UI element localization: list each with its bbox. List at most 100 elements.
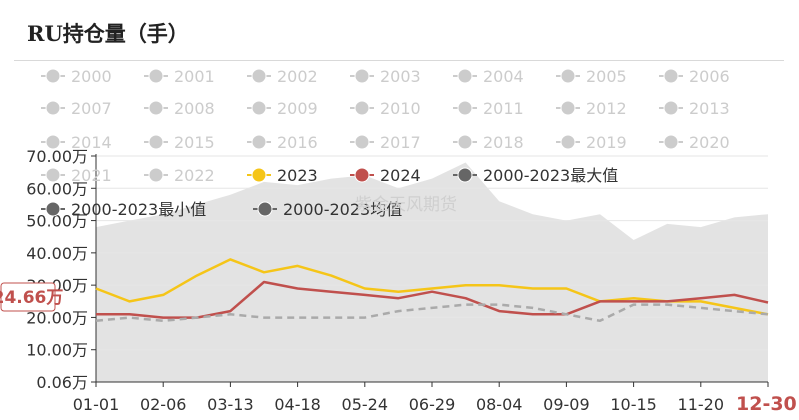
watermark: 紫金天风期货 — [355, 195, 457, 215]
legend-label: 2016 — [277, 133, 318, 152]
legend-marker-icon — [354, 100, 370, 116]
legend-item-2021[interactable]: 2021 — [41, 166, 112, 185]
legend-label: 2021 — [71, 166, 112, 185]
legend-item-2019[interactable]: 2019 — [556, 133, 627, 152]
x-tick-label: 10-15 — [610, 395, 657, 414]
legend-item-2001[interactable]: 2001 — [144, 67, 215, 86]
legend-item-2015[interactable]: 2015 — [144, 133, 215, 152]
legend-label: 2019 — [586, 133, 627, 152]
x-tick-label: 03-13 — [207, 395, 254, 414]
legend-marker-icon — [45, 68, 61, 84]
legend-item-2014[interactable]: 2014 — [41, 133, 112, 152]
legend-label: 2008 — [174, 99, 215, 118]
legend-item-2005[interactable]: 2005 — [556, 67, 627, 86]
legend-item-2000[interactable]: 2000 — [41, 67, 112, 86]
legend-marker-icon — [354, 68, 370, 84]
legend-marker-icon — [560, 68, 576, 84]
legend-item-2007[interactable]: 2007 — [41, 99, 112, 118]
y-tick-label: 0.06万 — [36, 373, 88, 392]
legend-marker-icon — [251, 134, 267, 150]
legend-marker-icon — [354, 167, 370, 183]
legend-marker-icon — [457, 68, 473, 84]
legend-marker-icon — [560, 134, 576, 150]
chart-legend: 2000 2001 2002 2003 2004 2005 2006 2007 2008 2009… — [41, 67, 730, 219]
x-tick-label: 11-20 — [678, 395, 725, 414]
legend-item-2003[interactable]: 2003 — [350, 67, 421, 86]
legend-marker-icon — [148, 134, 164, 150]
legend-label: 2018 — [483, 133, 524, 152]
legend-marker-icon — [457, 100, 473, 116]
legend-item-2002[interactable]: 2002 — [247, 67, 318, 86]
legend-label: 2010 — [380, 99, 421, 118]
legend-label: 2005 — [586, 67, 627, 86]
y-tick-label: 10.00万 — [26, 341, 88, 360]
current-value-label: 24.66万 — [0, 288, 63, 308]
legend-item-2013[interactable]: 2013 — [659, 99, 730, 118]
y-tick-label: 70.00万 — [26, 147, 88, 166]
legend-item-2004[interactable]: 2004 — [453, 67, 524, 86]
legend-label: 2011 — [483, 99, 524, 118]
x-tick-label: 08-04 — [476, 395, 523, 414]
legend-label: 2000-2023均值 — [283, 200, 402, 219]
legend-label: 2003 — [380, 67, 421, 86]
legend-marker-icon — [560, 100, 576, 116]
legend-marker-icon — [148, 100, 164, 116]
legend-label: 2014 — [71, 133, 112, 152]
legend-marker-icon — [251, 68, 267, 84]
legend-label: 2023 — [277, 166, 318, 185]
x-tick-label: 01-01 — [73, 395, 120, 414]
legend-item-2010[interactable]: 2010 — [350, 99, 421, 118]
legend-marker-icon — [148, 167, 164, 183]
legend-marker-icon — [45, 201, 61, 217]
legend-marker-icon — [251, 167, 267, 183]
legend-label: 2006 — [689, 67, 730, 86]
legend-label: 2000-2023最小值 — [71, 200, 206, 219]
legend-label: 2000 — [71, 67, 112, 86]
legend-item-2011[interactable]: 2011 — [453, 99, 524, 118]
legend-item-2009[interactable]: 2009 — [247, 99, 318, 118]
legend-item-2000-2023最小值[interactable]: 2000-2023最小值 — [41, 200, 206, 219]
x-tick-label: 09-09 — [543, 395, 590, 414]
end-date-label: 12-30 — [736, 393, 797, 415]
legend-marker-icon — [663, 100, 679, 116]
legend-label: 2002 — [277, 67, 318, 86]
legend-marker-icon — [45, 100, 61, 116]
legend-item-2006[interactable]: 2006 — [659, 67, 730, 86]
legend-item-2012[interactable]: 2012 — [556, 99, 627, 118]
legend-marker-icon — [45, 134, 61, 150]
series-line-2000-2023均值 — [95, 303, 769, 323]
legend-label: 2004 — [483, 67, 524, 86]
legend-item-2023[interactable]: 2023 — [247, 166, 318, 185]
x-tick-label: 06-29 — [409, 395, 456, 414]
title-divider — [14, 60, 784, 61]
range-band — [96, 162, 768, 382]
legend-item-2022[interactable]: 2022 — [144, 166, 215, 185]
legend-label: 2013 — [689, 99, 730, 118]
legend-marker-icon — [354, 134, 370, 150]
legend-item-2018[interactable]: 2018 — [453, 133, 524, 152]
y-tick-label: 40.00万 — [26, 244, 88, 263]
current-value-badge: 24.66万 — [0, 282, 63, 312]
chart-title: RU持仓量（手） — [27, 21, 189, 46]
legend-marker-icon — [663, 134, 679, 150]
y-tick-label: 60.00万 — [26, 179, 88, 198]
legend-label: 2017 — [380, 133, 421, 152]
legend-marker-icon — [457, 167, 473, 183]
legend-label: 2012 — [586, 99, 627, 118]
legend-label: 2020 — [689, 133, 730, 152]
legend-item-2020[interactable]: 2020 — [659, 133, 730, 152]
legend-item-2008[interactable]: 2008 — [144, 99, 215, 118]
legend-item-2000-2023最大值[interactable]: 2000-2023最大值 — [453, 166, 618, 185]
legend-item-2016[interactable]: 2016 — [247, 133, 318, 152]
legend-marker-icon — [663, 68, 679, 84]
legend-label: 2024 — [380, 166, 421, 185]
legend-label: 2022 — [174, 166, 215, 185]
legend-marker-icon — [45, 167, 61, 183]
legend-marker-icon — [251, 100, 267, 116]
legend-label: 2000-2023最大值 — [483, 166, 618, 185]
legend-label: 2015 — [174, 133, 215, 152]
legend-item-2000-2023均值[interactable]: 2000-2023均值 — [253, 200, 402, 219]
legend-item-2017[interactable]: 2017 — [350, 133, 421, 152]
legend-item-2024[interactable]: 2024 — [350, 166, 421, 185]
x-tick-label: 05-24 — [342, 395, 389, 414]
